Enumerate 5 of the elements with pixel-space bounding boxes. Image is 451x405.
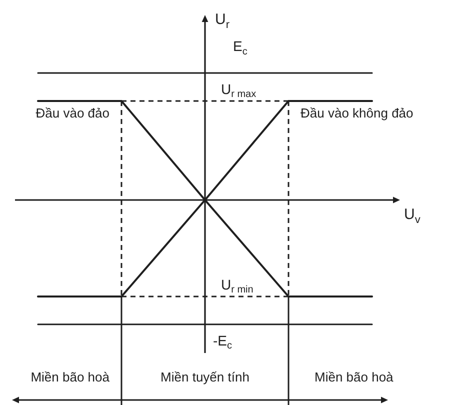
text: Miền bão hoà — [314, 370, 394, 385]
series-label: Đầu vào đảo — [36, 106, 110, 121]
text: Miền tuyến tính — [160, 370, 250, 385]
text: Miền bão hoà — [30, 370, 110, 385]
series-label: Đầu vào không đảo — [300, 106, 414, 121]
